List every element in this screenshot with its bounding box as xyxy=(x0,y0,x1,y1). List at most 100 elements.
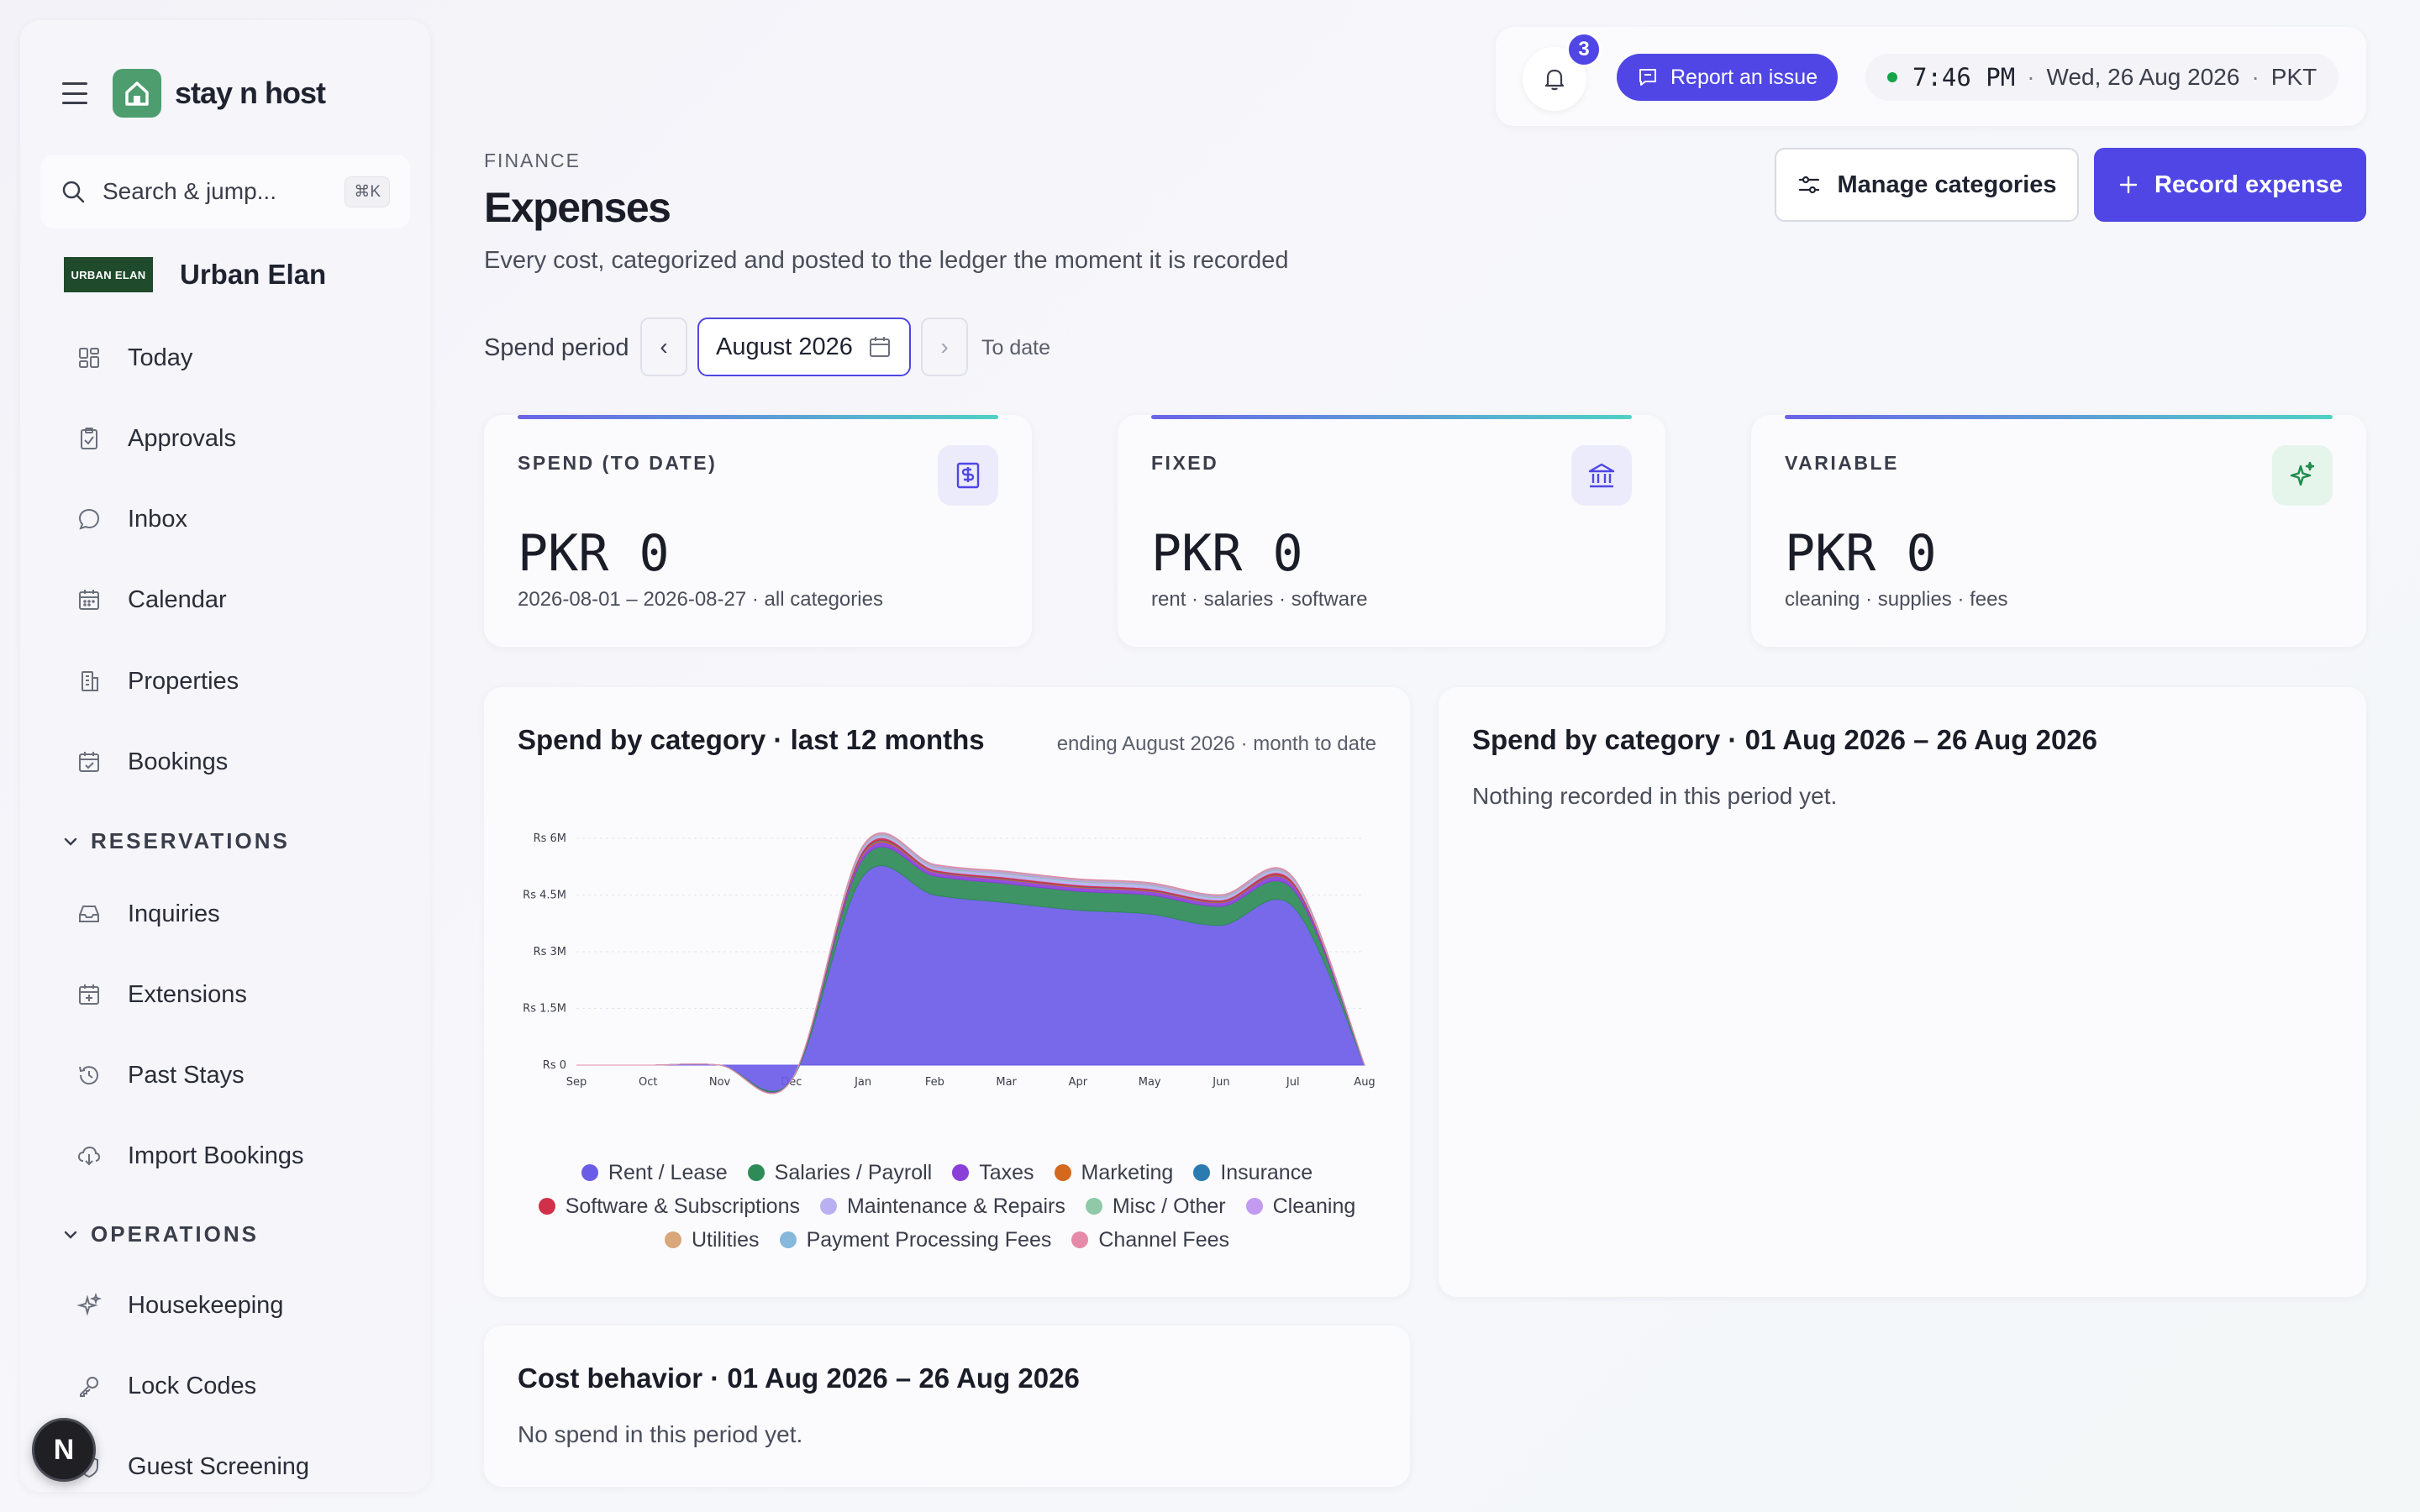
dev-tools-bubble[interactable]: N xyxy=(32,1418,96,1482)
section-eyebrow: FINANCE xyxy=(484,150,581,171)
y-tick-label: Rs 3M xyxy=(534,946,566,958)
notifications-count-badge: 3 xyxy=(1566,32,1602,67)
sidebar-item-calendar[interactable]: Calendar xyxy=(76,576,227,623)
logo-icon xyxy=(113,69,161,118)
kpi-value: PKR 0 xyxy=(518,524,670,583)
legend-swatch xyxy=(819,1198,837,1215)
sidebar-item-label: Today xyxy=(128,344,193,371)
legend-item[interactable]: Maintenance & Repairs xyxy=(819,1193,1065,1220)
search-icon xyxy=(60,179,86,204)
section-operations[interactable]: OPERATIONS xyxy=(62,1221,259,1247)
sidebar-item-today[interactable]: Today xyxy=(76,334,192,381)
legend-swatch xyxy=(1245,1198,1263,1215)
sidebar-item-lock-codes[interactable]: Lock Codes xyxy=(76,1362,256,1410)
hamburger-menu-icon[interactable] xyxy=(62,82,91,104)
sidebar-item-housekeeping[interactable]: Housekeeping xyxy=(76,1282,283,1329)
sidebar-item-guest-screening[interactable]: Guest Screening xyxy=(76,1443,309,1490)
chat-bubble-icon xyxy=(76,506,103,533)
legend-item[interactable]: Insurance xyxy=(1193,1159,1313,1186)
calendar-icon xyxy=(76,586,103,613)
period-card-title: Spend by category · 01 Aug 2026 – 26 Aug… xyxy=(1472,724,2098,755)
legend-item[interactable]: Taxes xyxy=(952,1159,1034,1186)
manage-categories-label: Manage categories xyxy=(1837,171,2057,198)
kpi-subtext: cleaning · supplies · fees xyxy=(1785,588,2008,611)
to-date-label: To date xyxy=(981,336,1051,360)
sidebar-item-label: Approvals xyxy=(128,424,236,452)
clock-time: 7:46 PM xyxy=(1912,63,2016,92)
x-tick-label: Oct xyxy=(639,1076,657,1089)
x-tick-label: Mar xyxy=(996,1076,1017,1089)
legend-item[interactable]: Marketing xyxy=(1054,1159,1173,1186)
legend-swatch xyxy=(779,1231,797,1248)
legend-item[interactable]: Rent / Lease xyxy=(581,1159,728,1186)
next-period-button[interactable]: › xyxy=(921,318,968,376)
y-tick-label: Rs 4.5M xyxy=(523,890,566,902)
x-tick-label: Jul xyxy=(1286,1076,1300,1089)
cost-behavior-card: Cost behavior · 01 Aug 2026 – 26 Aug 202… xyxy=(484,1326,1410,1487)
kpi-variable-card: VARIABLE PKR 0 cleaning · supplies · fee… xyxy=(1751,415,2366,647)
legend-item[interactable]: Software & Subscriptions xyxy=(538,1193,800,1220)
area-channel-fees xyxy=(576,832,1365,1095)
spend-by-category-period-card: Spend by category · 01 Aug 2026 – 26 Aug… xyxy=(1439,687,2366,1297)
y-tick-label: Rs 1.5M xyxy=(523,1003,566,1016)
legend-label: Insurance xyxy=(1220,1160,1313,1184)
sidebar-item-inbox[interactable]: Inbox xyxy=(76,496,187,543)
section-reservations[interactable]: RESERVATIONS xyxy=(62,828,290,854)
clock-timezone: PKT xyxy=(2270,64,2317,90)
page-title: Expenses xyxy=(484,184,671,231)
legend-swatch xyxy=(581,1164,598,1181)
legend-item[interactable]: Misc / Other xyxy=(1085,1193,1226,1220)
chart-meta: ending August 2026 · month to date xyxy=(1056,732,1376,755)
sidebar-item-inquiries[interactable]: Inquiries xyxy=(76,890,220,937)
legend-label: Rent / Lease xyxy=(608,1160,728,1184)
receipt-dollar-icon xyxy=(938,445,998,506)
legend-swatch xyxy=(952,1164,970,1181)
chevron-down-icon xyxy=(64,837,77,846)
previous-period-button[interactable]: ‹ xyxy=(640,318,687,376)
sidebar-item-properties[interactable]: Properties xyxy=(76,658,239,705)
message-icon xyxy=(1639,69,1656,86)
report-issue-button[interactable]: Report an issue xyxy=(1617,54,1839,101)
report-issue-label: Report an issue xyxy=(1670,65,1818,89)
sidebar-item-label: Inbox xyxy=(128,505,187,533)
sidebar-item-label: Import Bookings xyxy=(128,1142,304,1169)
card-accent-line xyxy=(518,415,998,419)
legend-item[interactable]: Salaries / Payroll xyxy=(747,1159,933,1186)
legend-label: Payment Processing Fees xyxy=(806,1227,1052,1252)
sidebar-item-label: Properties xyxy=(128,667,239,695)
cloud-download-icon xyxy=(76,1142,103,1169)
calendar-icon xyxy=(870,337,890,357)
brand-name[interactable]: stay n host xyxy=(175,76,326,110)
x-tick-label: Sep xyxy=(566,1076,587,1089)
search-shortcut: ⌘K xyxy=(345,176,390,207)
kpi-fixed-card: FIXED PKR 0 rent · salaries · software xyxy=(1118,415,1665,647)
search-input[interactable]: Search & jump... ⌘K xyxy=(40,155,410,228)
manage-categories-button[interactable]: Manage categories xyxy=(1775,148,2079,222)
sidebar-item-label: Guest Screening xyxy=(128,1452,310,1480)
sidebar: stay n host Search & jump... ⌘K URBAN EL… xyxy=(20,20,430,1492)
sidebar-item-approvals[interactable]: Approvals xyxy=(76,415,236,462)
sidebar-item-label: Extensions xyxy=(128,980,247,1008)
legend-item[interactable]: Utilities xyxy=(664,1226,760,1253)
record-expense-button[interactable]: Record expense xyxy=(2094,148,2366,222)
sidebar-item-extensions[interactable]: Extensions xyxy=(76,971,247,1018)
card-accent-line xyxy=(1785,415,2333,419)
legend-item[interactable]: Cleaning xyxy=(1245,1193,1355,1220)
org-switcher[interactable]: URBAN ELAN Urban Elan xyxy=(64,257,326,292)
kpi-label: SPEND (TO DATE) xyxy=(518,452,718,474)
period-picker[interactable]: August 2026 xyxy=(697,318,911,376)
legend-label: Salaries / Payroll xyxy=(774,1160,933,1184)
sidebar-item-bookings[interactable]: Bookings xyxy=(76,738,228,785)
sidebar-item-import-bookings[interactable]: Import Bookings xyxy=(76,1132,304,1179)
inbox-tray-icon xyxy=(76,900,103,927)
section-title: RESERVATIONS xyxy=(91,828,290,853)
legend-item[interactable]: Payment Processing Fees xyxy=(779,1226,1052,1253)
record-expense-label: Record expense xyxy=(2154,171,2344,198)
sidebar-item-past-stays[interactable]: Past Stays xyxy=(76,1052,245,1099)
x-tick-label: Aug xyxy=(1354,1076,1375,1089)
x-tick-label: May xyxy=(1139,1076,1161,1089)
legend-item[interactable]: Channel Fees xyxy=(1071,1226,1229,1253)
key-icon xyxy=(76,1373,103,1399)
legend-label: Taxes xyxy=(979,1160,1034,1184)
period-value: August 2026 xyxy=(716,333,853,360)
